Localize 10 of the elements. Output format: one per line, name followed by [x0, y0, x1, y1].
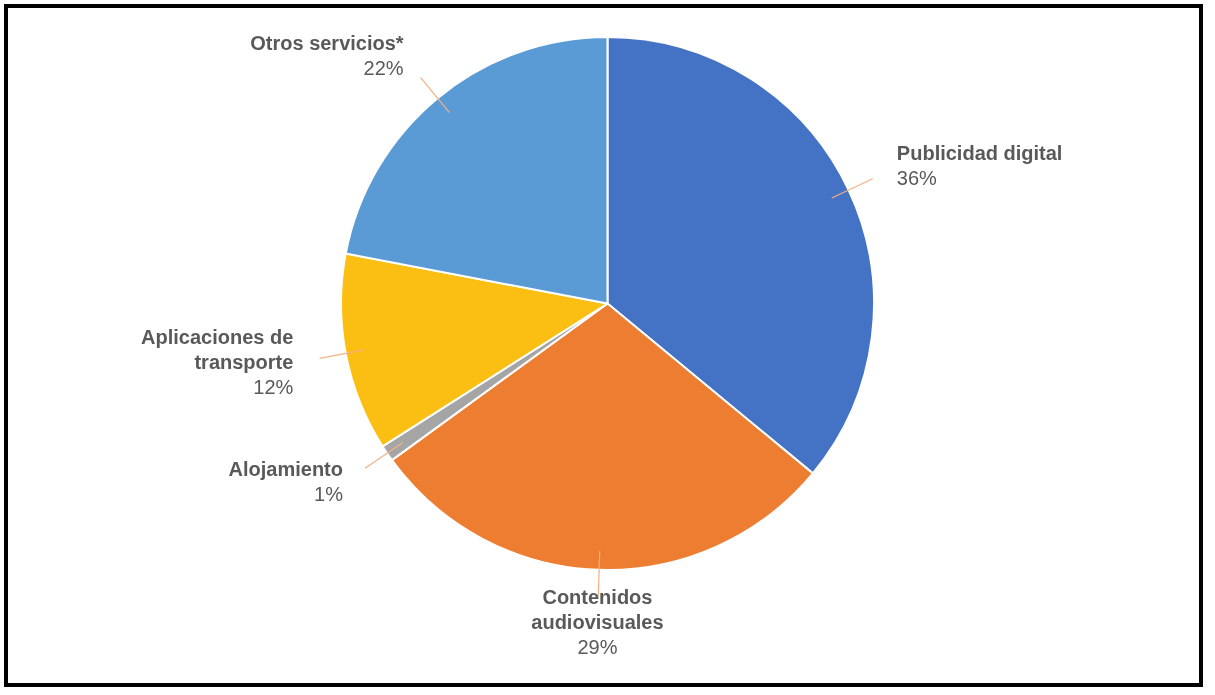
slice-label: Aplicaciones de transporte — [141, 325, 294, 373]
slice-label: Publicidad digital — [896, 142, 1063, 165]
slice-label: Otros servicios* — [250, 32, 404, 55]
slice-label: Contenidos audiovisuales — [531, 585, 664, 633]
slice-label: Alojamiento — [228, 458, 343, 481]
data-label: 12% — [253, 375, 294, 398]
data-label: 36% — [896, 167, 938, 190]
data-label: 29% — [577, 635, 618, 658]
data-label: 1% — [314, 483, 344, 506]
data-label: 22% — [363, 57, 404, 80]
